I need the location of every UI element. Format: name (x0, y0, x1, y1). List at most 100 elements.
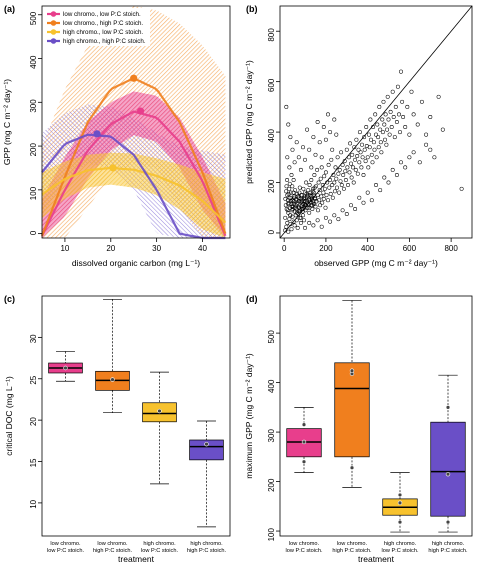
scatter-point (336, 217, 341, 222)
scatter-point (317, 198, 322, 203)
scatter-point (284, 104, 289, 109)
y-tick-label: 400 (267, 129, 276, 143)
scatter-point (375, 122, 380, 127)
scatter-point (284, 224, 289, 229)
box-point (445, 405, 451, 410)
scatter-point (316, 208, 320, 213)
box-point (110, 377, 115, 382)
scatter-point (327, 185, 332, 190)
scatter-point (298, 196, 303, 201)
scatter-point (290, 214, 295, 219)
scatter-point (380, 117, 385, 122)
category-label: high chromo. (432, 541, 465, 547)
box-point (63, 365, 68, 371)
y-tick-label: 200 (267, 179, 276, 193)
scatter-point (289, 227, 294, 232)
panel-a-y-ticks: 0 100 200 300 400 500 (29, 11, 42, 235)
scatter-point (380, 130, 385, 135)
scatter-point (312, 173, 317, 177)
scatter-point (288, 135, 293, 140)
scatter-point (285, 178, 290, 182)
scatter-point (398, 130, 402, 135)
fit-line-2 (41, 167, 227, 224)
scatter-point (403, 165, 408, 170)
y-tick-label: 500 (267, 330, 276, 344)
scatter-point (349, 175, 354, 180)
peak-marker-0 (136, 107, 145, 115)
box-3 (430, 421, 466, 517)
scatter-point (284, 184, 289, 189)
scatter-point (395, 84, 400, 89)
scatter-point (323, 205, 328, 210)
scatter-point (289, 204, 294, 209)
scatter-point (386, 117, 391, 122)
scatter-point (287, 186, 292, 191)
scatter-point (390, 89, 395, 94)
x-tick-label: 400 (361, 244, 375, 253)
category-label: high chromo. (384, 541, 417, 547)
scatter-point (298, 220, 303, 225)
scatter-point (335, 155, 340, 160)
scatter-point (345, 165, 350, 170)
scatter-point (383, 137, 387, 142)
scatter-point (378, 140, 383, 145)
scatter-point (428, 115, 433, 119)
category-label: low chromo. (289, 541, 320, 547)
panel-a-x-label: dissolved organic carbon (mg L⁻¹) (72, 258, 200, 268)
scatter-point (291, 190, 296, 195)
scatter-point (385, 127, 390, 132)
scatter-point (315, 167, 320, 172)
y-tick-label: 800 (267, 28, 276, 42)
scatter-point (302, 218, 306, 223)
scatter-point (288, 213, 293, 218)
scatter-point (385, 94, 390, 99)
category-label: low P:C stoich. (382, 548, 419, 554)
scatter-point (291, 178, 296, 182)
scatter-point (287, 181, 292, 186)
scatter-point (284, 189, 289, 194)
panel-b-points (283, 69, 464, 234)
scatter-point (289, 199, 294, 204)
scatter-point (335, 185, 339, 190)
scatter-point (295, 194, 300, 199)
box-point (349, 465, 355, 470)
scatter-point (353, 157, 358, 162)
box-1 (334, 362, 370, 458)
scatter-point (297, 215, 302, 220)
scatter-point (326, 162, 331, 167)
scatter-point (346, 183, 350, 187)
scatter-point (424, 142, 429, 147)
scatter-point (394, 120, 399, 124)
scatter-point (353, 167, 358, 172)
scatter-point (300, 193, 305, 198)
category-label: low P:C stoich. (141, 548, 178, 554)
y-tick-label: 0 (29, 230, 38, 235)
scatter-point (365, 190, 370, 195)
box-point (445, 471, 451, 477)
scatter-point (286, 122, 291, 127)
panel-a-label: (a) (4, 4, 15, 14)
scatter-point (323, 137, 328, 142)
panel-d-x-label: treatment (358, 554, 395, 564)
scatter-point (359, 165, 364, 170)
y-tick-label: 10 (29, 499, 38, 508)
scatter-point (357, 195, 362, 200)
scatter-point (330, 183, 335, 187)
panel-a-y-label: GPP (mg C m⁻² day⁻¹) (2, 79, 12, 165)
scatter-point (319, 194, 324, 199)
scatter-point (419, 99, 424, 104)
scatter-point (417, 160, 422, 165)
scatter-point (378, 127, 383, 132)
scatter-point (312, 185, 317, 190)
x-tick-label: 200 (319, 244, 333, 253)
scatter-point (310, 189, 315, 194)
panel-c-frame (41, 295, 231, 537)
legend-label-2: high chromo., low P:C stoich. (63, 29, 143, 36)
panel-d-category-labels: low chromo.low P:C stoich.low chromo.hig… (286, 541, 469, 554)
category-label: high chromo. (143, 541, 176, 547)
panel-a: (a) 10 20 30 40 0 100 200 300 400 500 dissolved … (2, 4, 231, 268)
legend-box (44, 8, 150, 46)
panel-a-frame (41, 5, 231, 239)
scatter-point (312, 202, 317, 206)
scatter-point (297, 190, 302, 195)
